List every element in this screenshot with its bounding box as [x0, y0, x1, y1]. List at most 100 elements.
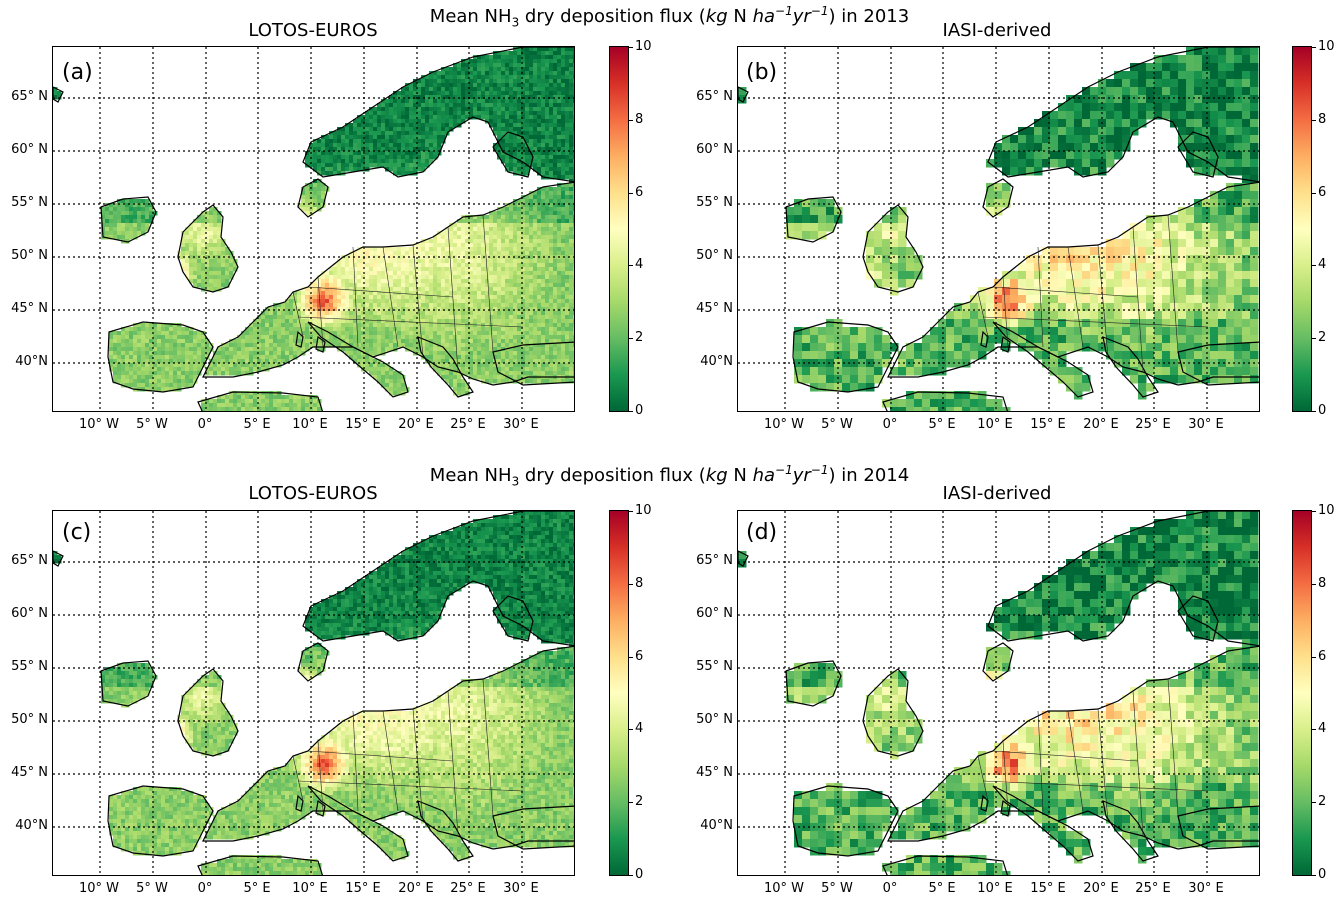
- colorbar-tick-label: 10: [1318, 39, 1335, 54]
- lon-tick-label: 20° E: [398, 881, 434, 896]
- country-borders: [977, 214, 1209, 373]
- lat-tick-label: 65° N: [696, 553, 733, 568]
- graticule: [738, 511, 1259, 875]
- colorbar-tick-mark: [629, 511, 633, 512]
- coastlines: [738, 47, 1259, 411]
- coastlines: [53, 47, 574, 411]
- colorbar-tick-mark: [629, 47, 633, 48]
- lon-tick-label: 5° E: [928, 881, 956, 896]
- colorbar-tick-mark: [1312, 47, 1316, 48]
- panel-d-title: IASI-derived: [942, 483, 1052, 504]
- colorbar-tick-mark: [629, 338, 633, 340]
- lat-tick-label: 45° N: [696, 301, 733, 316]
- lon-tick-label: 0°: [197, 881, 213, 896]
- graticule: [53, 47, 574, 411]
- lon-tick-label: 10° E: [977, 417, 1013, 432]
- lat-tick-label: 65° N: [11, 553, 48, 568]
- colorbar-tick-label: 2: [635, 330, 644, 346]
- lon-tick-label: 15° E: [1030, 881, 1066, 896]
- lon-tick-label: 25° E: [450, 881, 486, 896]
- lon-tick-label: 0°: [882, 881, 898, 896]
- map-panel-a: [52, 46, 575, 412]
- colorbar-tick-label: 4: [1318, 721, 1327, 737]
- colorbar-tick-mark: [629, 729, 633, 731]
- graticule: [738, 47, 1259, 411]
- lon-tick-label: 5° E: [928, 417, 956, 432]
- lon-tick-label: 0°: [882, 417, 898, 432]
- lat-tick-label: 40°N: [700, 818, 733, 833]
- colorbar-tick-label: 8: [1318, 111, 1327, 127]
- lat-tick-label: 50° N: [11, 712, 48, 727]
- map-panel-c: [52, 510, 575, 876]
- map-panel-d: [737, 510, 1260, 876]
- coastlines: [738, 511, 1259, 875]
- map-svg-a: [53, 47, 574, 411]
- colorbar-tick-mark: [629, 802, 633, 804]
- lon-tick-label: 20° E: [1083, 417, 1119, 432]
- lon-tick-label: 30° E: [503, 417, 539, 432]
- lat-tick-label: 50° N: [696, 248, 733, 263]
- lon-tick-label: 5° W: [136, 881, 168, 896]
- lat-tick-label: 55° N: [11, 659, 48, 674]
- panel-c-title: LOTOS-EUROS: [248, 483, 378, 504]
- country-borders: [292, 214, 524, 373]
- colorbar-tick-mark: [1312, 656, 1316, 658]
- lon-tick-label: 10° W: [763, 417, 805, 432]
- colorbar-tick-mark: [629, 583, 633, 585]
- colorbar-tick-mark: [629, 875, 633, 876]
- lon-tick-label: 10° W: [763, 881, 805, 896]
- colorbar-tick-mark: [1312, 583, 1316, 585]
- lat-tick-label: 40°N: [700, 354, 733, 369]
- colorbar-tick-mark: [629, 119, 633, 121]
- lon-tick-label: 10° W: [78, 881, 120, 896]
- lon-tick-label: 10° E: [977, 881, 1013, 896]
- lat-tick-label: 45° N: [11, 765, 48, 780]
- colorbar-tick-label: 0: [1318, 403, 1327, 418]
- colorbar-a: [609, 46, 629, 412]
- lat-tick-label: 65° N: [11, 89, 48, 104]
- lat-tick-label: 45° N: [11, 301, 48, 316]
- panel-c-label: (c): [62, 520, 92, 545]
- colorbar-tick-label: 4: [635, 721, 644, 737]
- colorbar-tick-label: 6: [635, 184, 644, 200]
- colorbar-tick-mark: [1312, 875, 1316, 876]
- coastlines: [53, 511, 574, 875]
- country-borders: [977, 678, 1209, 837]
- colorbar-tick-mark: [1312, 338, 1316, 340]
- flux-field: [53, 511, 574, 875]
- panel-b-label: (b): [746, 60, 778, 85]
- row1-suptitle: Mean NH3 dry deposition flux (kg N ha−1y…: [429, 4, 910, 30]
- lon-tick-label: 5° W: [821, 417, 853, 432]
- colorbar-d: [1292, 510, 1312, 876]
- colorbar-tick-mark: [629, 656, 633, 658]
- lon-tick-label: 5° W: [136, 417, 168, 432]
- colorbar-tick-label: 4: [1318, 257, 1327, 273]
- lon-tick-label: 30° E: [1188, 417, 1224, 432]
- colorbar-tick-label: 2: [1318, 794, 1327, 810]
- panel-b-title: IASI-derived: [942, 20, 1052, 41]
- lon-tick-label: 0°: [197, 417, 213, 432]
- lon-tick-label: 20° E: [398, 417, 434, 432]
- map-panel-b: [737, 46, 1260, 412]
- colorbar-tick-label: 8: [1318, 575, 1327, 591]
- colorbar-tick-mark: [1312, 192, 1316, 194]
- lon-tick-label: 5° W: [821, 881, 853, 896]
- colorbar-tick-mark: [1312, 729, 1316, 731]
- lat-tick-label: 60° N: [696, 606, 733, 621]
- colorbar-tick-label: 0: [1318, 867, 1327, 882]
- colorbar-tick-label: 6: [1318, 648, 1327, 664]
- colorbar-tick-label: 4: [635, 257, 644, 273]
- lon-tick-label: 30° E: [503, 881, 539, 896]
- lat-tick-label: 50° N: [696, 712, 733, 727]
- colorbar-tick-label: 8: [635, 111, 644, 127]
- panel-a-title: LOTOS-EUROS: [248, 20, 378, 41]
- lon-tick-label: 25° E: [1135, 417, 1171, 432]
- flux-field: [53, 47, 574, 411]
- flux-field: [738, 511, 1259, 875]
- lat-tick-label: 60° N: [11, 142, 48, 157]
- lat-tick-label: 40°N: [15, 818, 48, 833]
- lat-tick-label: 65° N: [696, 89, 733, 104]
- lon-tick-label: 15° E: [345, 417, 381, 432]
- colorbar-tick-mark: [629, 411, 633, 412]
- colorbar-tick-mark: [1312, 265, 1316, 267]
